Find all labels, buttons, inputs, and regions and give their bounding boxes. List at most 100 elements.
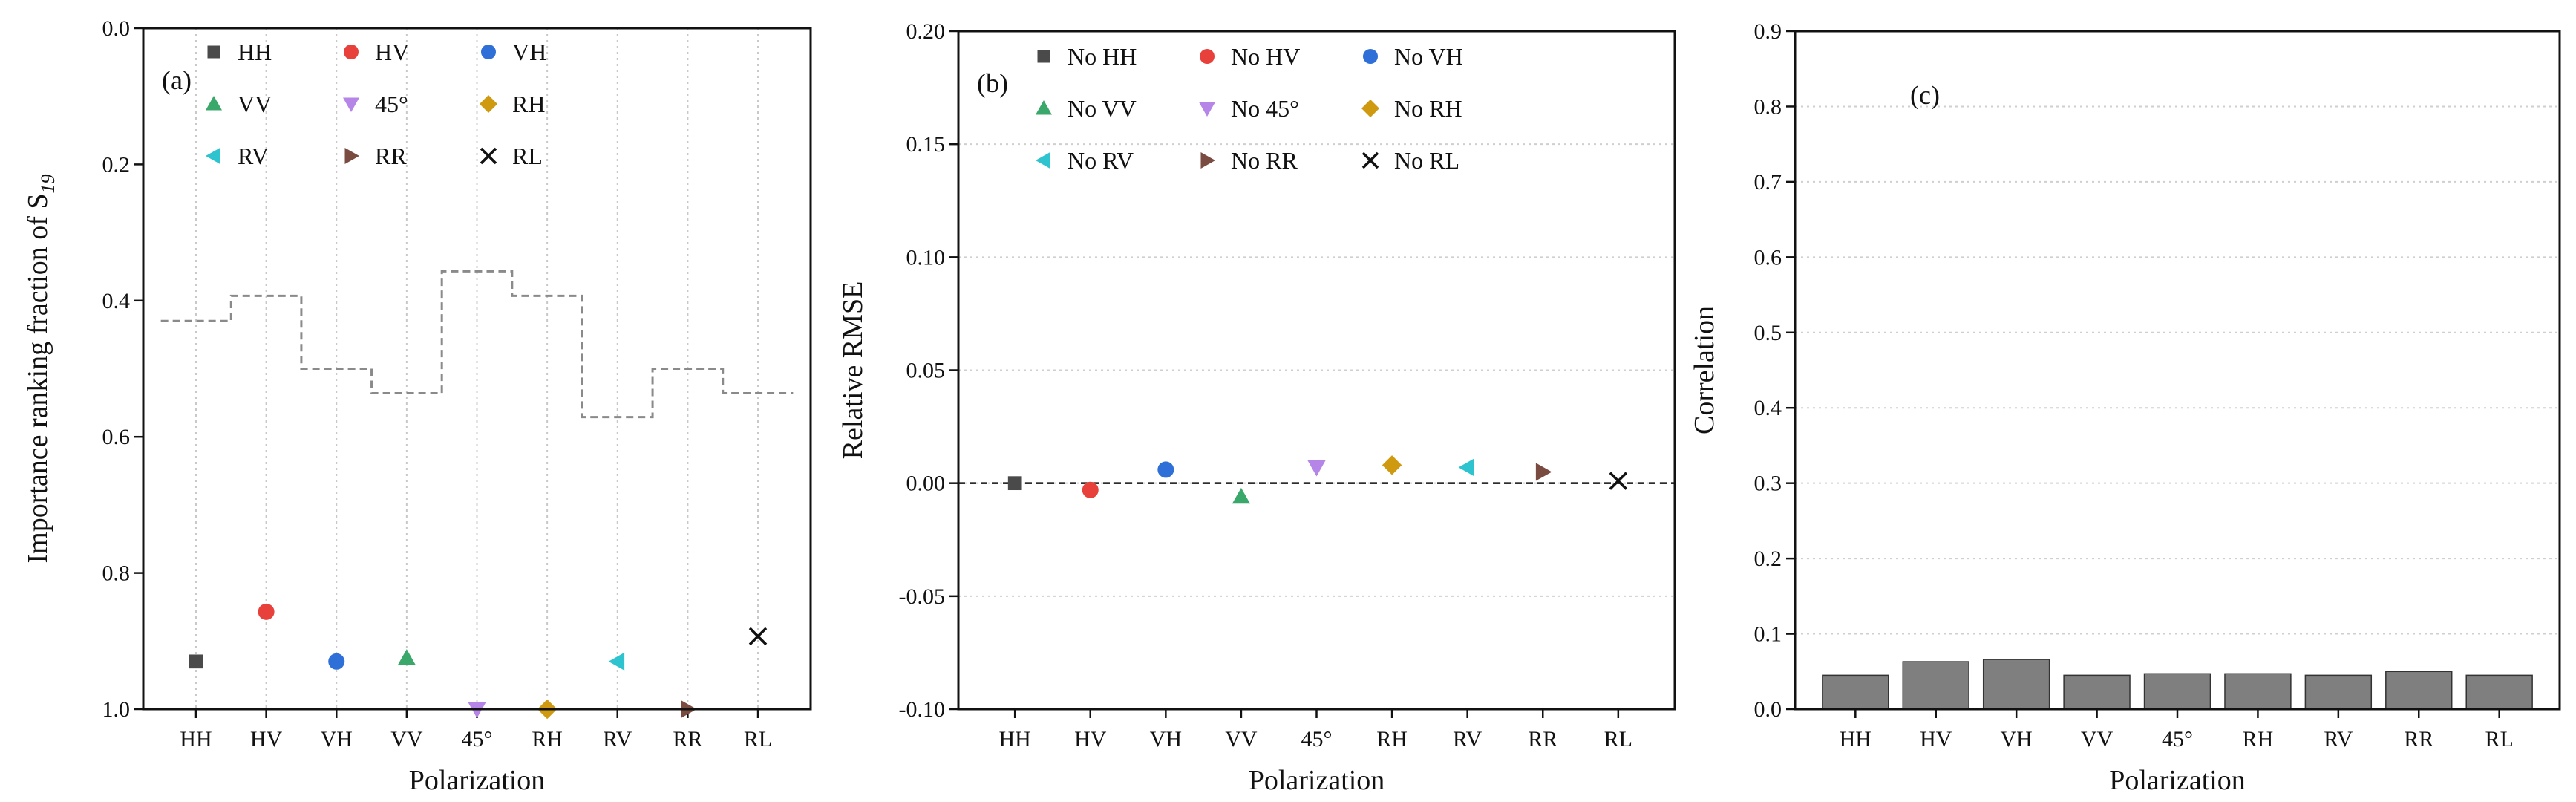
x-tick-label: VV bbox=[390, 727, 423, 752]
y-tick-label: 1.0 bbox=[102, 697, 131, 722]
y-tick-label: 0.0 bbox=[102, 16, 131, 41]
point-0 bbox=[1007, 476, 1022, 491]
legend-marker-1 bbox=[344, 45, 359, 59]
y-tick-label: 0.3 bbox=[1754, 472, 1782, 496]
y-tick-label: 0.1 bbox=[1754, 622, 1782, 647]
y-tick-label: 0.9 bbox=[1754, 19, 1782, 44]
point-3 bbox=[1232, 487, 1251, 504]
bar-5 bbox=[2224, 673, 2292, 710]
point-1 bbox=[1082, 481, 1099, 498]
legend-label: No VH bbox=[1394, 43, 1463, 70]
legend-label: No RR bbox=[1231, 147, 1298, 174]
x-tick-label: 45° bbox=[1301, 727, 1333, 752]
point-8 bbox=[1609, 472, 1628, 490]
legend-label: HV bbox=[375, 39, 409, 65]
y-tick-label: 0.4 bbox=[102, 289, 131, 313]
x-tick-label: RV bbox=[603, 727, 632, 752]
x-tick-label: RH bbox=[2243, 727, 2274, 752]
x-tick-label: RV bbox=[1453, 727, 1482, 752]
legend-marker-4 bbox=[343, 97, 359, 112]
x-tick-label: RR bbox=[2404, 727, 2433, 752]
bar-8 bbox=[2465, 674, 2533, 710]
x-tick-label: VH bbox=[2000, 727, 2032, 752]
x-tick-label: 45° bbox=[2162, 727, 2193, 752]
y-tick-label: 0.8 bbox=[1754, 94, 1782, 119]
point-3 bbox=[397, 649, 416, 665]
y-tick-label: 0.7 bbox=[1754, 170, 1782, 195]
x-tick-label: HH bbox=[999, 727, 1031, 752]
plot-frame bbox=[957, 30, 1676, 711]
x-tick-label: HH bbox=[180, 727, 212, 752]
x-tick-label: VV bbox=[2081, 727, 2114, 752]
legend-marker-8 bbox=[1361, 151, 1379, 169]
legend-marker-3 bbox=[1036, 100, 1052, 115]
y-axis-label-text: Importance ranking fraction of S bbox=[22, 193, 53, 563]
legend-label: RL bbox=[512, 143, 543, 169]
x-tick-label: RL bbox=[2485, 727, 2514, 752]
legend-label: No HV bbox=[1231, 43, 1300, 70]
x-axis-label: Polarization bbox=[409, 765, 546, 796]
y-tick-label: 0.4 bbox=[1754, 396, 1782, 420]
y-tick-label: 0.0 bbox=[1754, 697, 1782, 722]
bar-3 bbox=[2063, 674, 2131, 710]
y-tick-label: 0.6 bbox=[102, 425, 131, 449]
point-8 bbox=[748, 627, 768, 646]
panel-label: (a) bbox=[162, 65, 192, 95]
x-tick-label: HV bbox=[1920, 727, 1952, 752]
y-tick-label: 0.20 bbox=[906, 19, 946, 44]
legend-label: HH bbox=[238, 39, 272, 65]
point-5 bbox=[1382, 455, 1402, 475]
legend-label: RV bbox=[238, 143, 269, 169]
x-tick-label: RV bbox=[2324, 727, 2353, 752]
legend-label: No HH bbox=[1068, 43, 1137, 70]
point-4 bbox=[1307, 460, 1326, 477]
panel-c: 0.0 0.1 0.2 0.3 0.4 0.5 0.6 0.7 0.8 0.9 HH HV VH VV 45… bbox=[1689, 19, 2561, 796]
legend-marker-0 bbox=[1037, 50, 1050, 63]
legend-label: VH bbox=[512, 39, 546, 65]
legend-marker-1 bbox=[1200, 49, 1215, 64]
legend-label: 45° bbox=[375, 91, 408, 117]
y-tick-label: 0.15 bbox=[906, 132, 946, 157]
point-6 bbox=[608, 652, 625, 671]
x-tick-label: RR bbox=[1528, 727, 1557, 752]
y-axis-label: Relative RMSE bbox=[837, 281, 869, 460]
x-tick-label: RH bbox=[532, 727, 563, 752]
y-axis-label-text: Correlation bbox=[1689, 306, 1720, 434]
x-tick-label: RL bbox=[1604, 727, 1632, 752]
x-tick-label: RR bbox=[673, 727, 702, 752]
x-tick-label: RL bbox=[744, 727, 772, 752]
y-axis-label: Correlation bbox=[1689, 306, 1720, 434]
bar-2 bbox=[1982, 659, 2050, 710]
legend-label: RH bbox=[512, 91, 545, 117]
x-tick-label: VH bbox=[1150, 727, 1182, 752]
legend-label: No RL bbox=[1394, 147, 1459, 174]
legend-marker-7 bbox=[1200, 152, 1215, 169]
bar-4 bbox=[2143, 673, 2211, 710]
legend-marker-6 bbox=[1036, 152, 1050, 169]
legend-label: No RH bbox=[1394, 95, 1462, 122]
x-tick-label: HH bbox=[1840, 727, 1871, 752]
y-tick-label: 0.6 bbox=[1754, 245, 1782, 270]
panel-b: -0.10 -0.05 0.00 0.05 0.10 0.15 0.20 HH HV VH VV 45… bbox=[837, 19, 1676, 796]
legend-marker-5 bbox=[1361, 100, 1379, 117]
legend-label: No 45° bbox=[1231, 95, 1299, 122]
y-axis-label-subscript: 19 bbox=[37, 174, 59, 193]
point-2 bbox=[1157, 461, 1174, 478]
x-tick-label: HV bbox=[250, 727, 283, 752]
y-tick-label: 0.05 bbox=[906, 359, 946, 383]
x-tick-label: VV bbox=[1225, 727, 1258, 752]
y-tick-label: 0.2 bbox=[1754, 547, 1782, 571]
panel-label: (b) bbox=[977, 68, 1008, 98]
x-tick-label: VH bbox=[321, 727, 353, 752]
threshold-step-line bbox=[160, 270, 794, 419]
legend-marker-6 bbox=[206, 148, 220, 164]
point-2 bbox=[328, 653, 345, 670]
panel-a: 0.0 0.2 0.4 0.6 0.8 1.0 HH HV VH VV 45° RH RV RR RL Pol… bbox=[22, 16, 812, 796]
y-axis-label-text: Relative RMSE bbox=[837, 281, 869, 460]
y-tick-label: 0.10 bbox=[906, 245, 946, 270]
y-tick-label: 0.8 bbox=[102, 561, 131, 586]
x-axis-label: Polarization bbox=[1249, 765, 1385, 796]
x-tick-label: 45° bbox=[462, 727, 493, 752]
legend-marker-7 bbox=[344, 148, 359, 164]
